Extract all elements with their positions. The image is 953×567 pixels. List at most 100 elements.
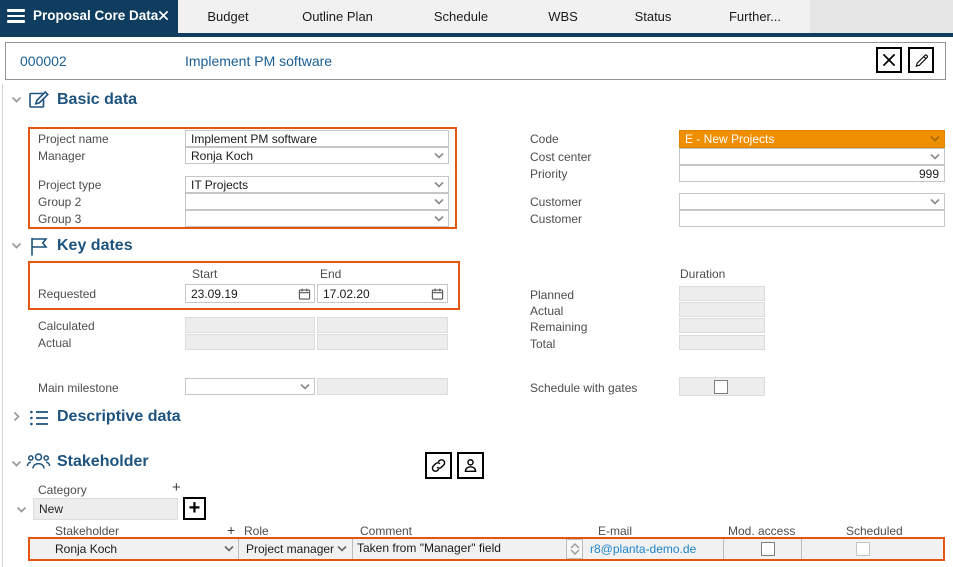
- project-name-value: Implement PM software: [191, 131, 318, 146]
- calendar-icon[interactable]: [431, 287, 444, 300]
- requested-end-date-input[interactable]: 17.02.20: [317, 284, 448, 303]
- calculated-start-field: [185, 317, 315, 333]
- link-stakeholder-button[interactable]: [425, 452, 452, 479]
- active-tab-label: Proposal Core Data: [33, 8, 159, 23]
- group3-label: Group 3: [38, 212, 82, 226]
- tab-proposal-core-data[interactable]: Proposal Core Data: [0, 0, 178, 33]
- stakeholder-email-link[interactable]: r8@planta-demo.de: [590, 542, 697, 556]
- project-title: Implement PM software: [185, 53, 333, 69]
- flag-icon: [31, 238, 48, 256]
- chevron-down-icon: [930, 153, 940, 160]
- stakeholder-role-value: Project manager: [246, 542, 335, 556]
- calculated-end-field: [317, 317, 448, 333]
- tab-further[interactable]: Further...: [700, 0, 810, 33]
- cell-divider: [801, 539, 802, 559]
- group2-select[interactable]: [185, 193, 449, 210]
- collapse-basic-data-icon[interactable]: [11, 96, 22, 104]
- comment-column-header: Comment: [360, 524, 413, 538]
- customer-label: Customer: [530, 195, 583, 209]
- stakeholder-name-value: Ronja Koch: [55, 542, 118, 556]
- calendar-icon[interactable]: [298, 287, 311, 300]
- code-select[interactable]: E - New Projects: [679, 130, 945, 148]
- requested-label: Requested: [38, 287, 97, 301]
- remaining-duration-field: [679, 318, 765, 333]
- stakeholder-role-select[interactable]: Project manager: [241, 540, 351, 558]
- person-icon: [464, 459, 477, 473]
- project-id: 000002: [20, 53, 67, 69]
- tab-status[interactable]: Status: [609, 0, 697, 33]
- actual-duration-label: Actual: [530, 304, 564, 318]
- total-duration-field: [679, 335, 765, 350]
- tab-schedule[interactable]: Schedule: [405, 0, 517, 33]
- chevron-down-icon: [224, 545, 234, 552]
- menu-icon[interactable]: [7, 9, 25, 23]
- stakeholder-name-select[interactable]: Ronja Koch: [50, 540, 238, 558]
- tab-label: Budget: [207, 9, 249, 24]
- project-name-input[interactable]: Implement PM software: [185, 130, 449, 147]
- manager-select[interactable]: Ronja Koch: [185, 147, 449, 164]
- actual-duration-field: [679, 302, 765, 317]
- project-type-label: Project type: [38, 178, 102, 192]
- tab-bar: Proposal Core Data Budget Outline Plan S…: [0, 0, 953, 37]
- tab-wbs[interactable]: WBS: [517, 0, 609, 33]
- chevron-up-icon: [570, 543, 579, 549]
- add-person-button[interactable]: [457, 452, 484, 479]
- category-group-field[interactable]: New: [33, 498, 178, 520]
- email-spinner[interactable]: [566, 539, 583, 559]
- add-stakeholder-button[interactable]: +: [227, 522, 236, 538]
- cell-divider: [723, 539, 724, 559]
- customer-select[interactable]: [679, 193, 945, 210]
- requested-start-date-input[interactable]: 23.09.19: [185, 284, 315, 303]
- requested-start-value: 23.09.19: [191, 286, 238, 301]
- customer-name-input[interactable]: [679, 210, 945, 227]
- project-name-label: Project name: [38, 132, 109, 146]
- collapse-stakeholder-icon[interactable]: [11, 460, 22, 468]
- stakeholder-comment-value[interactable]: Taken from "Manager" field: [357, 541, 501, 555]
- manager-label: Manager: [38, 149, 86, 163]
- close-tab-icon[interactable]: [158, 10, 169, 21]
- main-milestone-select[interactable]: [185, 378, 315, 395]
- scheduled-checkbox[interactable]: [856, 542, 870, 556]
- code-label: Code: [530, 132, 559, 146]
- tab-outline-plan[interactable]: Outline Plan: [285, 0, 390, 33]
- edit-project-button[interactable]: [908, 47, 934, 73]
- priority-label: Priority: [530, 167, 568, 181]
- remaining-label: Remaining: [530, 320, 588, 334]
- expand-descriptive-data-icon[interactable]: [13, 411, 21, 422]
- collapse-category-group-icon[interactable]: [16, 506, 27, 514]
- chevron-down-icon: [434, 181, 444, 188]
- tab-label: Further...: [728, 9, 782, 24]
- tab-budget[interactable]: Budget: [178, 0, 278, 33]
- actual-start-field: [185, 334, 315, 350]
- group3-select[interactable]: [185, 210, 449, 227]
- email-column-header: E-mail: [598, 524, 633, 538]
- add-stakeholder-row-button[interactable]: +: [183, 497, 206, 520]
- collapse-key-dates-icon[interactable]: [11, 242, 22, 250]
- key-dates-section-title: Key dates: [57, 237, 133, 254]
- project-type-select[interactable]: IT Projects: [185, 176, 449, 193]
- mod-access-checkbox[interactable]: [761, 542, 775, 556]
- priority-input[interactable]: 999: [679, 165, 945, 182]
- tab-label: Schedule: [433, 9, 489, 24]
- close-icon: [882, 53, 896, 67]
- chevron-down-icon: [930, 198, 940, 205]
- add-category-button[interactable]: +: [172, 479, 181, 496]
- pencil-icon: [915, 54, 928, 68]
- mod-access-column-header: Mod. access: [728, 524, 796, 538]
- close-project-button[interactable]: [876, 47, 902, 73]
- chevron-down-icon: [434, 198, 444, 205]
- duration-column-header: Duration: [680, 267, 726, 281]
- tab-label: Status: [634, 9, 672, 24]
- start-column-header: Start: [192, 267, 218, 281]
- scheduled-column-header: Scheduled: [846, 524, 903, 538]
- basic-data-section-title: Basic data: [57, 91, 138, 108]
- project-header-card: [5, 42, 946, 80]
- project-type-value: IT Projects: [191, 177, 249, 192]
- chevron-down-icon: [300, 383, 310, 390]
- chevron-down-icon: [930, 135, 940, 142]
- requested-end-value: 17.02.20: [323, 286, 370, 301]
- schedule-with-gates-checkbox[interactable]: [714, 380, 728, 394]
- cost-center-select[interactable]: [679, 148, 945, 165]
- chevron-down-icon: [434, 215, 444, 222]
